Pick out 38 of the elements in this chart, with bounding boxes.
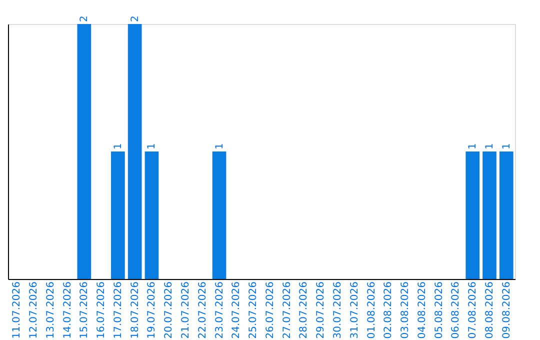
x-tick-label: 15.07.2026: [79, 282, 90, 339]
x-tick-label: 14.07.2026: [62, 282, 74, 339]
x-tick-label: 03.08.2026: [400, 282, 412, 339]
x-tick-label: 28.07.2026: [298, 282, 310, 339]
x-tick-label: 07.08.2026: [468, 282, 479, 339]
x-tick-label: 16.07.2026: [96, 282, 108, 339]
x-tick-label: 19.07.2026: [146, 282, 158, 339]
x-tick-label: 13.07.2026: [45, 282, 56, 339]
data-label: 2: [130, 16, 141, 22]
data-label: 1: [484, 143, 496, 150]
data-label: 1: [214, 143, 226, 150]
x-tick-label: 20.07.2026: [164, 282, 175, 339]
x-tick-label: 04.08.2026: [416, 282, 428, 339]
x-tick-label: 18.07.2026: [130, 282, 141, 339]
data-label: 1: [501, 143, 512, 150]
x-tick-label: 25.07.2026: [248, 282, 260, 339]
data-label: 1: [146, 143, 158, 150]
x-tick-label: 09.08.2026: [501, 282, 512, 339]
x-tick-label: 06.08.2026: [450, 282, 462, 339]
x-tick-label: 01.08.2026: [366, 282, 378, 339]
x-tick-label: 26.07.2026: [264, 282, 276, 339]
x-tick-label: 12.07.2026: [28, 282, 40, 339]
data-label: 1: [468, 143, 479, 150]
x-tick-label: 02.08.2026: [383, 282, 394, 339]
x-tick-label: 05.08.2026: [434, 282, 445, 339]
x-tick-label: 30.07.2026: [332, 282, 344, 339]
x-tick-label: 11.07.2026: [12, 282, 23, 339]
data-label: 1: [112, 143, 124, 150]
x-tick-label: 21.07.2026: [180, 282, 192, 339]
data-label: 2: [79, 16, 90, 22]
x-tick-label: 22.07.2026: [197, 282, 208, 339]
x-tick-label: 24.07.2026: [231, 282, 242, 339]
x-tick-label: 08.08.2026: [484, 282, 496, 339]
x-tick-label: 23.07.2026: [214, 282, 226, 339]
x-tick-label: 27.07.2026: [282, 282, 293, 339]
x-tick-label: 31.07.2026: [349, 282, 360, 339]
x-tick-label: 29.07.2026: [316, 282, 327, 339]
x-tick-label: 17.07.2026: [112, 282, 124, 339]
